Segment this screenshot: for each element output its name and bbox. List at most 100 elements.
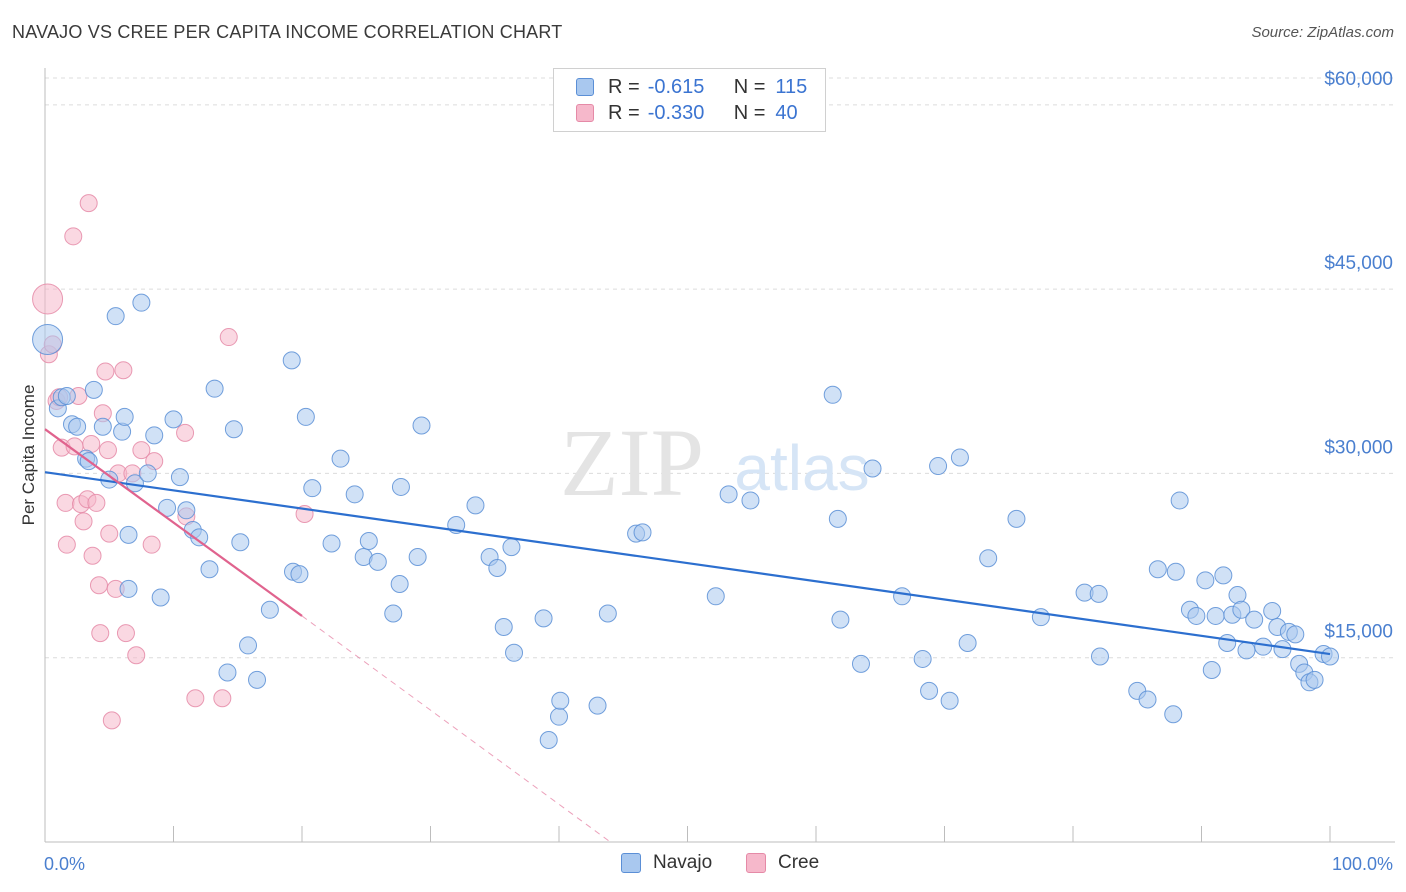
cree-legend-swatch bbox=[746, 853, 766, 873]
navajo-point bbox=[979, 549, 998, 568]
y-tick-label: $15,000 bbox=[1324, 622, 1393, 643]
navajo-point bbox=[598, 604, 617, 623]
navajo-point bbox=[1148, 560, 1167, 579]
navajo-trend-line bbox=[44, 471, 1331, 656]
watermark: ZIP atlas bbox=[560, 409, 870, 516]
navajo-point bbox=[68, 417, 87, 436]
navajo-point bbox=[132, 293, 151, 312]
navajo-point bbox=[1286, 625, 1305, 644]
navajo-point bbox=[1164, 705, 1183, 724]
navajo-point bbox=[893, 587, 912, 606]
navajo-point bbox=[1263, 602, 1282, 621]
navajo-point bbox=[1206, 606, 1225, 625]
x-tick-label: 100.0% bbox=[1332, 854, 1393, 874]
navajo-point bbox=[138, 464, 157, 483]
navajo-point bbox=[940, 691, 959, 710]
cree-point bbox=[114, 361, 133, 380]
navajo-point bbox=[190, 528, 209, 547]
y-tick-label: $45,000 bbox=[1324, 253, 1393, 274]
navajo-point bbox=[177, 501, 196, 520]
cree-swatch bbox=[576, 104, 594, 122]
navajo-point bbox=[119, 525, 138, 544]
grid-layer bbox=[45, 77, 1395, 659]
cree-point bbox=[186, 689, 205, 708]
cree-point bbox=[83, 546, 102, 565]
cree-point bbox=[57, 535, 76, 554]
navajo-point bbox=[534, 609, 553, 628]
navajo-point bbox=[282, 351, 301, 370]
navajo-point bbox=[466, 496, 485, 515]
navajo-point bbox=[1228, 586, 1247, 605]
navajo-point bbox=[115, 407, 134, 426]
navajo-point bbox=[408, 547, 427, 566]
n-label: N = bbox=[733, 75, 766, 98]
navajo-legend-swatch bbox=[621, 853, 641, 873]
cree-point bbox=[116, 624, 135, 643]
navajo-point bbox=[368, 552, 387, 571]
navajo-point bbox=[920, 681, 939, 700]
navajo-point bbox=[1202, 661, 1221, 679]
navajo-point bbox=[412, 416, 431, 435]
navajo-point bbox=[145, 426, 164, 445]
navajo-point bbox=[170, 468, 189, 487]
navajo-point bbox=[205, 379, 224, 398]
navajo-point bbox=[950, 448, 969, 467]
navajo-point bbox=[494, 618, 513, 636]
navajo-point bbox=[1090, 647, 1109, 666]
cree-point bbox=[96, 362, 115, 381]
navajo-point bbox=[588, 696, 607, 715]
navajo-point bbox=[851, 654, 870, 673]
cree-point bbox=[64, 227, 83, 246]
navajo-point bbox=[488, 559, 507, 578]
navajo-point bbox=[550, 707, 568, 726]
cree-point bbox=[79, 194, 98, 213]
legend-item-cree[interactable]: Cree bbox=[746, 852, 819, 874]
stats-legend: R = -0.615 N = 115 R = -0.330 N = 40 bbox=[553, 68, 826, 132]
navajo-point bbox=[1007, 509, 1026, 528]
n-label: N = bbox=[733, 101, 766, 124]
navajo-point bbox=[119, 579, 138, 598]
cree-point bbox=[219, 328, 238, 347]
cree-point bbox=[91, 624, 110, 643]
y-tick-label: $30,000 bbox=[1324, 437, 1393, 458]
navajo-point bbox=[1196, 571, 1215, 590]
navajo-point bbox=[1218, 633, 1237, 652]
cree-trend-extension bbox=[301, 615, 611, 843]
navajo-point bbox=[1089, 584, 1108, 603]
navajo-point bbox=[828, 509, 847, 528]
navajo-point bbox=[913, 649, 932, 668]
cree-point bbox=[176, 423, 195, 442]
legend-item-navajo[interactable]: Navajo bbox=[621, 852, 712, 874]
axes-layer: $15,000 $30,000 $45,000 $60,000 0.0% 100.0% bbox=[44, 68, 1395, 874]
navajo-point bbox=[929, 457, 948, 476]
cree-legend-label: Cree bbox=[778, 852, 820, 873]
n-value: 40 bbox=[775, 101, 798, 124]
navajo-point bbox=[863, 459, 882, 478]
navajo-point bbox=[290, 565, 309, 584]
cree-trend-line bbox=[44, 428, 303, 617]
cree-point bbox=[32, 283, 64, 315]
navajo-point bbox=[831, 610, 850, 629]
r-label: R = bbox=[608, 75, 640, 98]
navajo-point bbox=[158, 498, 177, 517]
navajo-point bbox=[151, 588, 170, 607]
y-tick-label: $60,000 bbox=[1324, 69, 1393, 90]
navajo-point bbox=[260, 600, 279, 619]
cree-point bbox=[100, 524, 119, 543]
navajo-point bbox=[239, 636, 258, 655]
y-axis-label: Per Capita Income bbox=[19, 385, 38, 526]
cree-point bbox=[132, 441, 151, 460]
navajo-point bbox=[322, 534, 341, 553]
x-tick-label: 0.0% bbox=[44, 854, 85, 874]
navajo-swatch bbox=[576, 78, 594, 96]
cree-point bbox=[74, 512, 93, 531]
navajo-point bbox=[1245, 610, 1264, 629]
navajo-point bbox=[1254, 637, 1273, 656]
navajo-point bbox=[958, 633, 977, 652]
navajo-point bbox=[1170, 491, 1189, 510]
navajo-point bbox=[345, 485, 364, 504]
cree-point bbox=[102, 711, 121, 730]
navajo-point bbox=[84, 380, 103, 399]
r-label: R = bbox=[608, 101, 640, 124]
